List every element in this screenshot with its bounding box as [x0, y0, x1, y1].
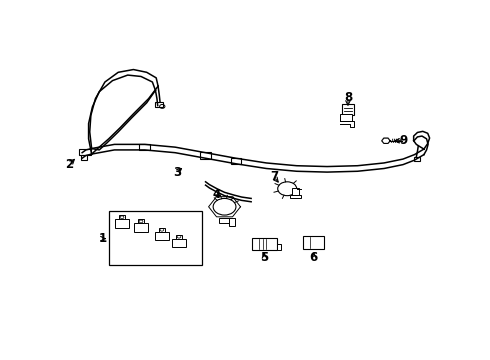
Bar: [138, 220, 144, 223]
Text: 1: 1: [98, 232, 106, 245]
Bar: [155, 232, 169, 240]
Bar: [231, 158, 241, 164]
Bar: [341, 114, 352, 121]
Bar: [342, 104, 354, 115]
Text: 6: 6: [310, 251, 318, 264]
Bar: [119, 215, 125, 219]
Bar: [134, 223, 147, 232]
Text: 2: 2: [66, 158, 74, 171]
Bar: [219, 217, 230, 222]
Bar: [155, 102, 163, 107]
Bar: [414, 157, 420, 161]
Text: 3: 3: [173, 166, 181, 179]
Bar: [303, 236, 324, 249]
Text: 8: 8: [344, 91, 352, 104]
Bar: [140, 144, 150, 150]
Polygon shape: [382, 138, 390, 143]
Text: 9: 9: [400, 134, 408, 147]
Text: 5: 5: [260, 251, 269, 264]
Bar: [200, 152, 211, 158]
Bar: [292, 188, 299, 195]
Text: 7: 7: [270, 170, 278, 183]
Bar: [79, 149, 91, 155]
Bar: [252, 238, 277, 250]
Bar: [159, 228, 165, 232]
Bar: [81, 155, 87, 161]
Bar: [172, 239, 186, 247]
Bar: [229, 218, 235, 226]
Bar: [109, 211, 202, 265]
Text: 4: 4: [212, 188, 220, 201]
Bar: [276, 244, 281, 250]
Bar: [115, 219, 129, 228]
Bar: [176, 235, 182, 239]
Bar: [290, 194, 301, 198]
